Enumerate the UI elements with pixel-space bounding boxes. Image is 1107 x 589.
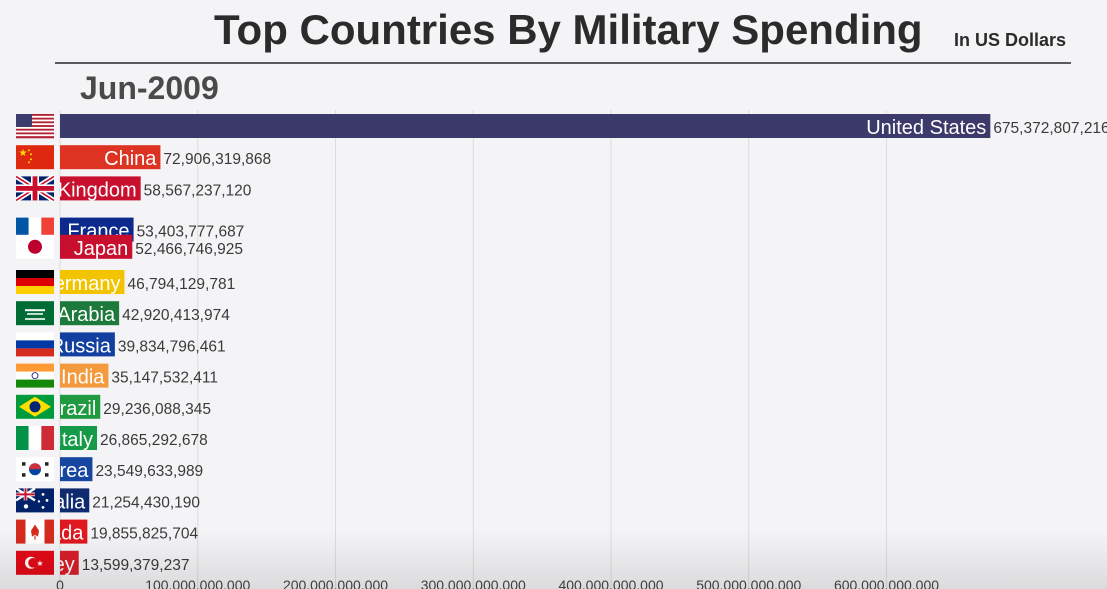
bar bbox=[60, 114, 991, 138]
bar bbox=[60, 519, 88, 544]
bars: United States 675,372,807,216 China 72,906,… bbox=[0, 114, 1107, 576]
bar bbox=[60, 457, 93, 482]
bar bbox=[60, 394, 101, 419]
x-tick-label: 600,000,000,000 bbox=[834, 577, 939, 589]
value-label: 39,834,796,461 bbox=[118, 338, 226, 355]
bar-group: United States bbox=[60, 114, 991, 139]
chart-subtitle: In US Dollars bbox=[954, 30, 1067, 50]
value-label: 72,906,319,868 bbox=[163, 151, 271, 168]
bar-group: United Kingdom bbox=[0, 176, 141, 201]
value-label: 29,236,088,345 bbox=[103, 401, 211, 418]
value-label: 35,147,532,411 bbox=[111, 370, 218, 387]
bar-label: United Kingdom bbox=[0, 179, 137, 201]
korea-flag bbox=[16, 457, 54, 482]
flags: ★★ bbox=[16, 114, 54, 575]
x-tick-label: 400,000,000,000 bbox=[558, 577, 663, 589]
date-label: Jun-2009 bbox=[80, 70, 219, 106]
bar-group: Korea bbox=[35, 457, 93, 482]
svg-text:★: ★ bbox=[36, 559, 43, 568]
bar-label: Canada bbox=[13, 523, 84, 545]
x-tick-label: 200,000,000,000 bbox=[283, 577, 388, 589]
chart-title: Top Countries By Military Spending bbox=[214, 6, 923, 53]
bar-label: Turkey bbox=[14, 554, 74, 576]
russia-flag bbox=[16, 332, 54, 357]
germany-flag bbox=[16, 270, 54, 294]
bar-group: Russia bbox=[50, 332, 115, 357]
bar bbox=[60, 426, 98, 450]
bar-label: Brazil bbox=[46, 398, 96, 420]
india-flag bbox=[16, 363, 54, 388]
bar bbox=[60, 234, 133, 259]
bar bbox=[60, 176, 141, 201]
bar-group: Brazil bbox=[46, 394, 101, 420]
x-tick-label: 100,000,000,000 bbox=[145, 577, 250, 589]
bar bbox=[60, 363, 109, 388]
bar bbox=[60, 301, 120, 326]
svg-text:★: ★ bbox=[19, 148, 28, 159]
bar-label: Saudi Arabia bbox=[2, 304, 116, 326]
bar-label: Japan bbox=[74, 238, 129, 260]
bar bbox=[60, 332, 115, 357]
x-axis-ticks: 0 100,000,000,000 200,000,000,000 300,000,0… bbox=[56, 577, 939, 589]
bar-group: Turkey bbox=[14, 550, 79, 576]
bar-label: India bbox=[61, 367, 105, 389]
x-tick-label: 500,000,000,000 bbox=[696, 577, 801, 589]
bar-group: India bbox=[60, 363, 109, 389]
value-label: 58,567,237,120 bbox=[144, 182, 252, 199]
bar bbox=[60, 145, 161, 170]
japan-flag bbox=[16, 234, 54, 259]
value-label: 52,466,746,925 bbox=[135, 241, 243, 258]
value-label: 19,855,825,704 bbox=[90, 526, 198, 543]
canada-flag bbox=[16, 519, 54, 544]
value-label: 53,403,777,687 bbox=[137, 224, 245, 241]
brazil-flag bbox=[16, 394, 54, 419]
x-tick-label: 300,000,000,000 bbox=[421, 577, 526, 589]
value-label: 23,549,633,989 bbox=[95, 463, 203, 480]
value-label: 675,372,807,216 bbox=[993, 120, 1107, 137]
saudi-arabia-flag bbox=[16, 301, 54, 326]
turkey-flag: ★ bbox=[16, 550, 54, 575]
bar-label: Italy bbox=[56, 429, 93, 451]
bar-group: China bbox=[60, 145, 161, 170]
bar-group: Germany bbox=[38, 270, 125, 295]
china-flag: ★ bbox=[16, 145, 54, 170]
bar bbox=[60, 488, 90, 513]
x-tick-label: 0 bbox=[56, 577, 64, 589]
bar-label: Germany bbox=[38, 273, 120, 295]
bar-group: Australia bbox=[7, 488, 90, 513]
value-label: 26,865,292,678 bbox=[100, 432, 208, 449]
us-flag bbox=[16, 114, 54, 139]
bar-group: Japan bbox=[60, 234, 133, 260]
value-label: 46,794,129,781 bbox=[127, 276, 235, 293]
value-label: 42,920,413,974 bbox=[122, 307, 230, 324]
bar-group: Canada bbox=[13, 519, 88, 545]
value-label: 21,254,430,190 bbox=[92, 494, 200, 511]
bar-label: Korea bbox=[35, 460, 89, 482]
italy-flag bbox=[16, 426, 54, 450]
bar-label: Russia bbox=[50, 335, 112, 357]
bar-group: Italy bbox=[56, 426, 98, 451]
title-divider bbox=[55, 62, 1071, 64]
bar bbox=[60, 270, 125, 294]
bar-label: China bbox=[104, 148, 157, 170]
uk-flag bbox=[16, 174, 54, 203]
bar-group: Saudi Arabia bbox=[2, 301, 120, 326]
bar bbox=[60, 550, 79, 575]
bar-label: United States bbox=[866, 117, 986, 139]
bar-label: Australia bbox=[7, 491, 86, 513]
value-label: 13,599,379,237 bbox=[82, 557, 190, 574]
australia-flag bbox=[16, 487, 54, 513]
